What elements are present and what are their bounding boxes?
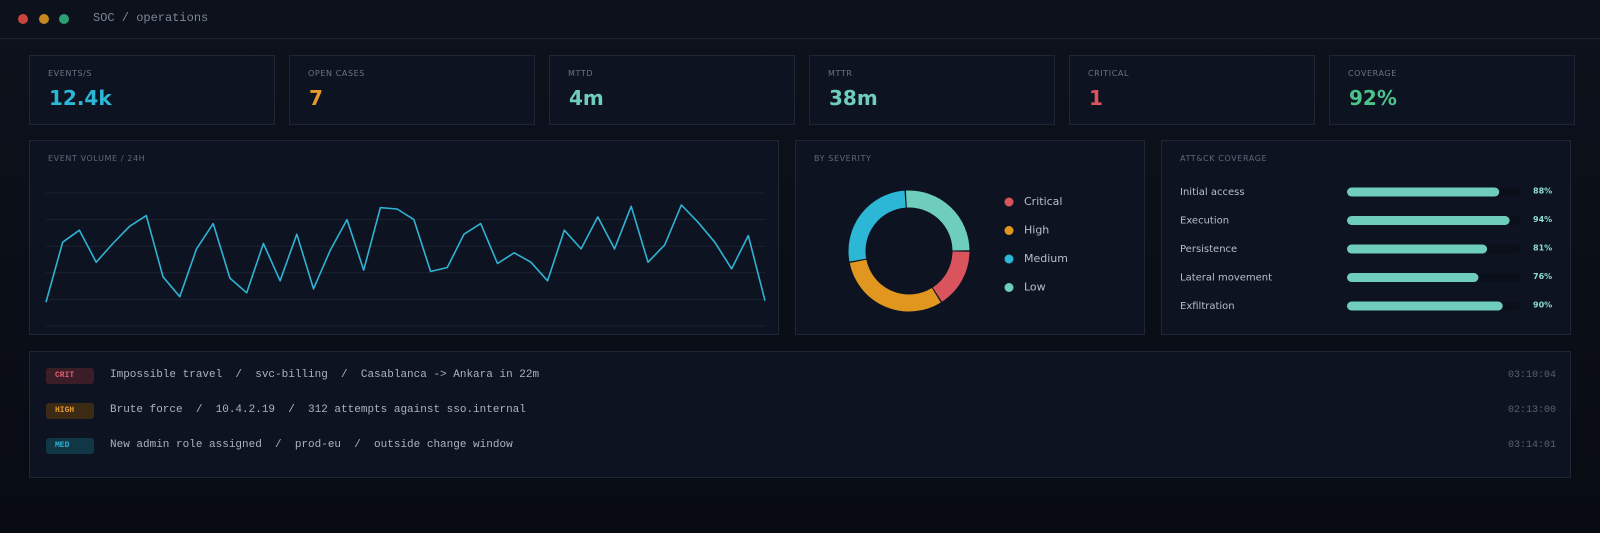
- kpi-card: CRITICAL 1: [1069, 55, 1315, 125]
- bar-label: Persistence: [1180, 244, 1237, 255]
- severity-badge: CRIT: [46, 368, 94, 384]
- bar: [1347, 244, 1488, 254]
- kpi-card: COVERAGE 92%: [1329, 55, 1575, 125]
- legend-label: Critical: [1024, 195, 1062, 208]
- kpi-value: 1: [1089, 86, 1103, 110]
- bar-label: Exfiltration: [1180, 301, 1235, 312]
- line-series: [45, 204, 766, 303]
- donut-segment: [905, 190, 970, 251]
- alert-row: HIGH Brute force / 10.4.2.19 / 312 attemp…: [46, 403, 1556, 419]
- bar-value: 94%: [1533, 215, 1552, 224]
- kpi-card: OPEN CASES 7: [289, 55, 535, 125]
- bar: [1347, 301, 1503, 311]
- donut-segment: [932, 251, 970, 302]
- legend-swatch: [1004, 226, 1014, 235]
- legend-label: Medium: [1024, 252, 1068, 265]
- bar-value: 88%: [1533, 187, 1552, 196]
- kpi-label: MTTD: [568, 69, 594, 78]
- kpi-card: MTTR 38m: [809, 55, 1055, 125]
- kpi-label: CRITICAL: [1088, 69, 1130, 78]
- window-dot: [18, 14, 28, 24]
- severity-badge: HIGH: [46, 403, 94, 419]
- bar: [1347, 216, 1510, 225]
- panel-title: EVENT VOLUME / 24H: [48, 154, 146, 163]
- window-dot: [39, 14, 49, 24]
- donut-segment: [849, 259, 941, 312]
- bar: [1347, 273, 1479, 282]
- legend-swatch: [1004, 283, 1014, 292]
- bar-label: Execution: [1180, 216, 1229, 227]
- alert-text: Impossible travel / svc-billing / Casabl…: [110, 369, 540, 381]
- bar: [1347, 187, 1500, 197]
- alert-row: CRIT Impossible travel / svc-billing / Ca…: [46, 368, 1556, 384]
- alert-panel: CRIT Impossible travel / svc-billing / Ca…: [29, 351, 1571, 478]
- alert-time: 03:14:01: [1507, 440, 1556, 451]
- legend-label: High: [1024, 224, 1049, 237]
- legend-swatch: [1004, 197, 1014, 207]
- bar-label: Lateral movement: [1180, 273, 1272, 284]
- alert-time: 02:13:00: [1507, 405, 1556, 416]
- alert-time: 03:10:04: [1507, 370, 1556, 381]
- header-title: SOC / operations: [93, 11, 209, 25]
- bar-panel: ATT&CK COVERAGE Initial access 88% Executi…: [1161, 140, 1571, 335]
- panel-title: BY SEVERITY: [814, 154, 872, 163]
- bar-value: 76%: [1533, 272, 1552, 281]
- alert-text: New admin role assigned / prod-eu / outs…: [110, 439, 513, 451]
- bar-value: 90%: [1533, 301, 1552, 310]
- alert-text: Brute force / 10.4.2.19 / 312 attempts a…: [110, 404, 526, 416]
- bar-label: Initial access: [1180, 187, 1245, 198]
- title-bar: SOC / operations: [0, 0, 1600, 39]
- kpi-value: 4m: [569, 86, 604, 110]
- kpi-value: 12.4k: [49, 86, 112, 110]
- line-chart: [45, 192, 766, 327]
- legend-label: Low: [1024, 281, 1046, 294]
- kpi-label: EVENTS/S: [48, 69, 93, 78]
- pie-panel: BY SEVERITY Critical High Medium Low: [795, 140, 1145, 335]
- bar-chart: Initial access 88% Execution 94% Persistence…: [1180, 187, 1552, 313]
- donut-chart: Critical High Medium Low: [848, 190, 1068, 312]
- line-panel: EVENT VOLUME / 24H: [29, 140, 779, 335]
- donut-segment: [848, 190, 907, 262]
- kpi-value: 92%: [1349, 86, 1397, 110]
- severity-badge: MED: [46, 438, 94, 454]
- legend-swatch: [1004, 254, 1014, 264]
- kpi-card: EVENTS/S 12.4k: [29, 55, 275, 125]
- window-dot: [59, 14, 69, 24]
- bar-value: 81%: [1533, 244, 1552, 253]
- kpi-label: OPEN CASES: [308, 69, 365, 78]
- kpi-label: COVERAGE: [1348, 69, 1397, 78]
- panel-title: ATT&CK COVERAGE: [1180, 154, 1268, 163]
- kpi-value: 38m: [829, 86, 878, 110]
- kpi-value: 7: [309, 86, 323, 110]
- kpi-card: MTTD 4m: [549, 55, 795, 125]
- kpi-label: MTTR: [828, 69, 853, 78]
- alert-row: MED New admin role assigned / prod-eu / o…: [46, 438, 1556, 454]
